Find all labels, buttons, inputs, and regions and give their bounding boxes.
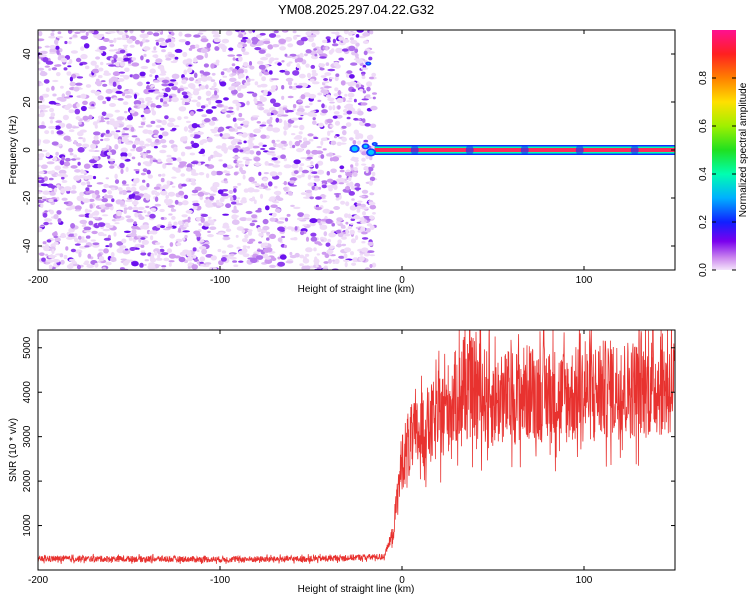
snr-x-tick-label: -200: [28, 575, 48, 586]
spectrogram-plot-area: [38, 30, 675, 270]
snr-y-tick-label: 1000: [22, 514, 33, 537]
snr-y-tick-label: 4000: [22, 381, 33, 404]
snr-y-tick-label: 3000: [22, 425, 33, 448]
spectrogram-x-label: Height of straight line (km): [298, 284, 415, 295]
spectrogram-y-tick-label: 40: [22, 48, 33, 60]
colorbar-ticks: 0.0 0.2 0.4 0.6 0.8: [698, 71, 736, 277]
colorbar-tick-label: 0.4: [698, 167, 709, 181]
snr-ticks: -200 -100 0 100 1000 2000 3000 4000 5000: [22, 330, 675, 586]
spectrogram-y-tick-label: -40: [22, 238, 33, 253]
colorbar-label: Normalized spectral amplitude: [738, 82, 749, 217]
spectrogram-y-tick-label: 20: [22, 96, 33, 108]
snr-y-tick-label: 2000: [22, 470, 33, 493]
spectrogram-y-tick-label: -20: [22, 190, 33, 205]
spectrogram-x-tick-label: -100: [210, 275, 230, 286]
noise-speckle: [38, 30, 378, 270]
spectrogram-y-label: Frequency (Hz): [8, 116, 19, 185]
snr-plot-area: [38, 330, 675, 564]
colorbar-gradient: [712, 30, 736, 270]
snr-y-label: SNR (10 * v/v): [8, 418, 19, 482]
snr-y-tick-label: 5000: [22, 336, 33, 359]
carrier-onset-blobs: [349, 61, 639, 157]
snr-frame: [37, 329, 676, 571]
colorbar: 0.0 0.2 0.4 0.6 0.8 Normalized spectral ampl…: [698, 30, 749, 277]
snr-x-label: Height of straight line (km): [298, 584, 415, 595]
colorbar-tick-label: 0.0: [698, 263, 709, 277]
snr-panel: -200 -100 0 100 1000 2000 3000 4000 5000 Height …: [8, 329, 676, 595]
colorbar-tick-label: 0.8: [698, 71, 709, 85]
spectrogram-x-tick-label: -200: [28, 275, 48, 286]
colorbar-tick-label: 0.6: [698, 119, 709, 133]
snr-series-line: [38, 330, 675, 564]
spectrogram-x-tick-label: 0: [399, 275, 405, 286]
spectrogram-x-tick-label: 100: [576, 275, 593, 286]
snr-x-tick-label: 100: [576, 575, 593, 586]
spectrogram-y-tick-label: 0: [22, 147, 33, 153]
snr-x-tick-label: -100: [210, 575, 230, 586]
snr-x-tick-label: 0: [399, 575, 405, 586]
colorbar-tick-label: 0.2: [698, 215, 709, 229]
figure-title: YM08.2025.297.04.22.G32: [278, 2, 434, 17]
